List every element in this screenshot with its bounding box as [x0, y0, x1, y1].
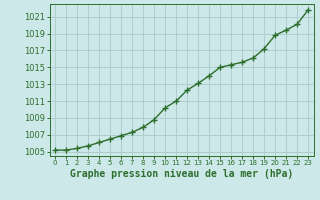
X-axis label: Graphe pression niveau de la mer (hPa): Graphe pression niveau de la mer (hPa)	[70, 169, 293, 179]
